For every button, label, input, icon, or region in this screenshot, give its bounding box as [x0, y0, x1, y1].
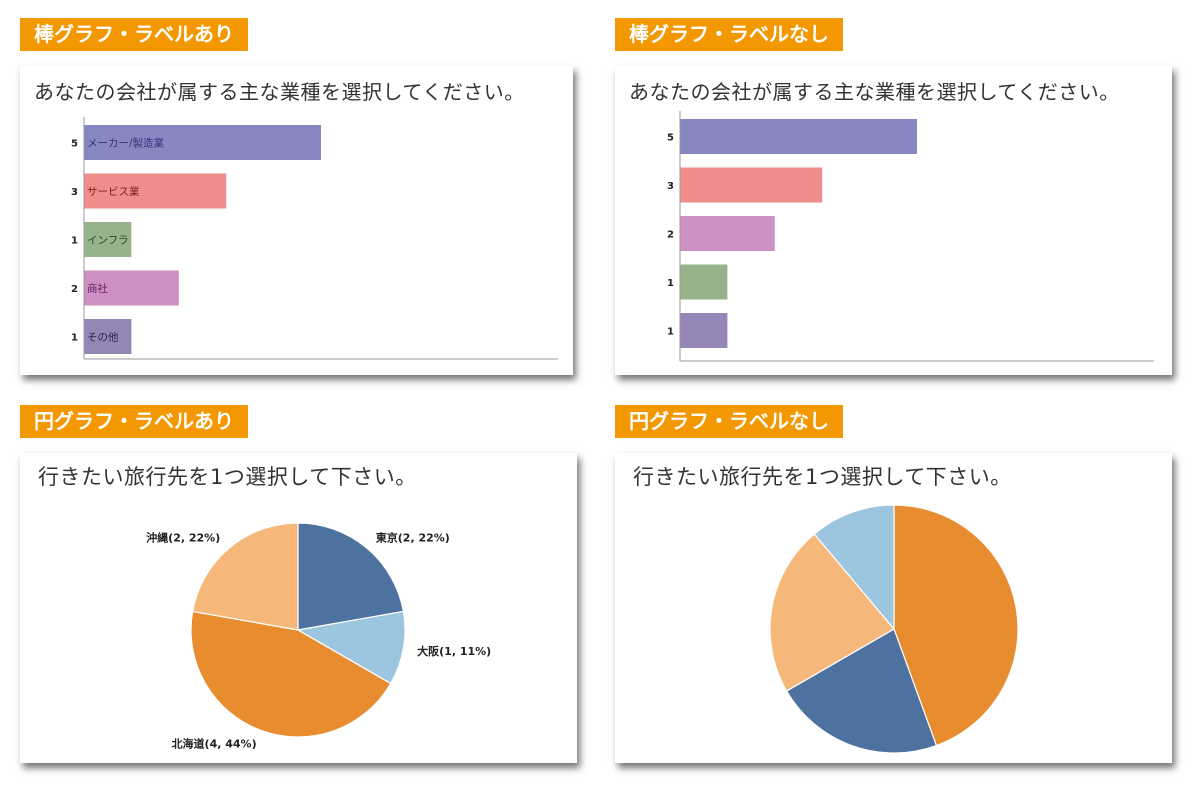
bar-chart-labeled: 5 メーカー/製造業 3 サービス業 1 インフラ 2 商社 1 その他 — [71, 117, 558, 360]
section-label-pie-labeled: 円グラフ・ラベルあり — [20, 405, 248, 438]
question-text: 行きたい旅行先を1つ選択して下さい。 — [633, 465, 1012, 489]
pie-slice — [297, 522, 405, 631]
bar — [84, 270, 179, 306]
bar-value-label: 1 — [667, 327, 674, 338]
pie-chart-labeled: 東京(2, 22%) 大阪(1, 11%) 北海道(4, 44%) 沖縄(2, 22%… — [146, 522, 491, 751]
bar-value-label: 2 — [71, 284, 78, 295]
section-label-bar-labeled: 棒グラフ・ラベルあり — [20, 18, 248, 51]
bar-category-label: その他 — [87, 331, 119, 344]
pie-chart-unlabeled — [769, 504, 1019, 754]
bar-value-label: 1 — [667, 278, 674, 289]
bar-category-label: メーカー/製造業 — [87, 137, 165, 150]
section-label-pie-unlabeled: 円グラフ・ラベルなし — [615, 405, 843, 438]
question-text: あなたの会社が属する主な業種を選択してください。 — [629, 80, 1120, 104]
bar — [84, 173, 227, 209]
bar-value-label: 1 — [71, 236, 78, 247]
bar — [84, 125, 321, 160]
question-text: 行きたい旅行先を1つ選択して下さい。 — [38, 465, 417, 489]
bar-value-label: 5 — [71, 139, 78, 150]
bar — [84, 319, 132, 354]
pie-chart-card-unlabeled: 行きたい旅行先を1つ選択して下さい。 — [615, 453, 1172, 763]
pie-slice-label: 北海道(4, 44%) — [172, 737, 257, 751]
bar-value-label: 5 — [667, 133, 674, 144]
pie-slice — [296, 610, 406, 685]
pie-slice — [769, 533, 895, 692]
section-label-bar-unlabeled: 棒グラフ・ラベルなし — [615, 18, 843, 51]
bar-category-label: 商社 — [87, 282, 108, 295]
bar — [680, 119, 917, 154]
bar-chart-card-unlabeled: あなたの会社が属する主な業種を選択してください。 5 3 2 1 1 — [615, 66, 1172, 375]
pie-slice — [813, 504, 895, 631]
bar-category-label: インフラ — [87, 235, 129, 247]
bar — [84, 222, 132, 257]
pie-slice — [785, 628, 938, 754]
bar-category-label: サービス業 — [87, 185, 140, 198]
bar-chart-card-labeled: あなたの会社が属する主な業種を選択してください。 5 メーカー/製造業 3 サービス業… — [20, 66, 573, 375]
pie-slice-label: 沖縄(2, 22%) — [146, 530, 220, 544]
bar — [680, 313, 728, 348]
bar-value-label: 3 — [71, 187, 78, 198]
bar-value-label: 3 — [667, 181, 674, 192]
bar — [680, 216, 775, 251]
pie-slice-label: 大阪(1, 11%) — [417, 644, 491, 658]
pie-slice — [191, 522, 299, 631]
bar-value-label: 1 — [71, 333, 78, 344]
pie-chart-card-labeled: 行きたい旅行先を1つ選択して下さい。 東京(2, 22%) 大阪(1, 11%) 北… — [20, 453, 577, 763]
pie-slice — [893, 504, 1019, 747]
pie-slice-label: 東京(2, 22%) — [376, 530, 450, 544]
bar — [680, 264, 728, 300]
bar — [680, 167, 823, 203]
question-text: あなたの会社が属する主な業種を選択してください。 — [34, 80, 525, 104]
bar-chart-unlabeled: 5 3 2 1 1 — [667, 111, 1154, 362]
bar-value-label: 2 — [667, 230, 674, 241]
pie-slice — [190, 610, 392, 738]
